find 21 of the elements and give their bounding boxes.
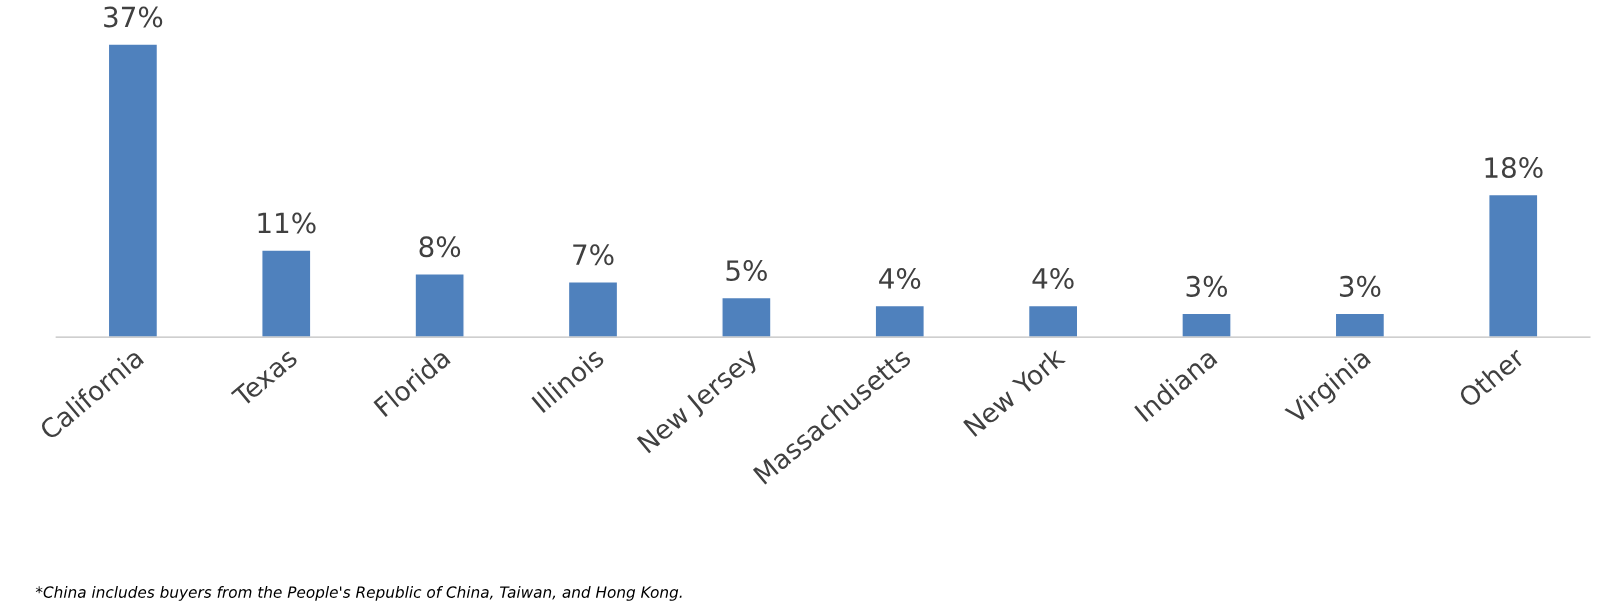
bar (721, 296, 772, 338)
bar (1027, 304, 1079, 338)
bar (1488, 193, 1539, 338)
bar (567, 280, 619, 338)
data-label: 18% (1485, 157, 1543, 179)
bar (1334, 312, 1386, 338)
data-label: 5% (726, 260, 767, 282)
bar (107, 43, 159, 338)
data-label: 4% (1032, 267, 1074, 289)
bar (1181, 312, 1232, 338)
data-label: 3% (1186, 275, 1228, 297)
bar (261, 249, 312, 338)
data-label: 37% (104, 6, 163, 28)
bar (414, 273, 465, 338)
data-label: 11% (258, 212, 316, 234)
data-label: 3% (1339, 275, 1381, 297)
bar (874, 304, 925, 338)
data-label: 4% (879, 267, 921, 289)
text: *China includes buyers from the People's Republic of China, Taiwan, and Hong Kong. (35, 586, 682, 601)
data-label: 8% (419, 236, 461, 258)
data-label: 7% (573, 244, 614, 266)
